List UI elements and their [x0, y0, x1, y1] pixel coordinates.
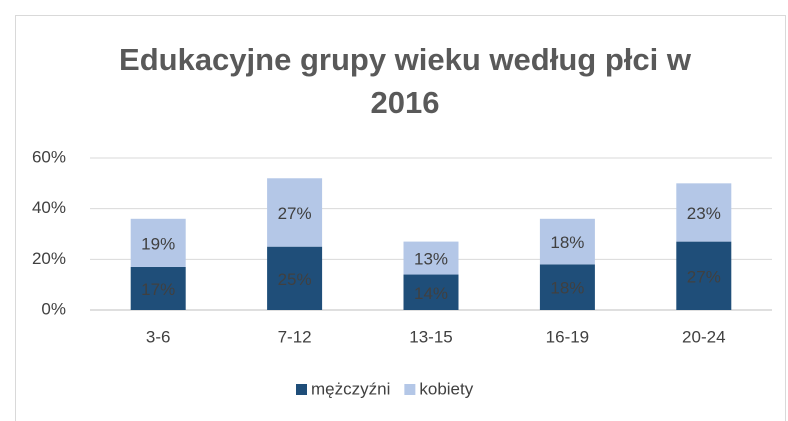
bar-segment	[403, 241, 459, 275]
bar-segment	[267, 246, 323, 310]
bar-segment	[676, 241, 732, 310]
y-tick-label: 40%	[32, 198, 66, 217]
data-label: 13%	[414, 250, 448, 269]
y-tick-label: 0%	[41, 299, 66, 318]
data-label: 18%	[550, 233, 584, 252]
bar-segment	[539, 218, 595, 265]
chart-title: Edukacyjne grupy wieku według płci w 201…	[119, 42, 691, 120]
data-label: 23%	[687, 204, 721, 223]
x-tick-label: 16-19	[546, 327, 589, 346]
data-label: 25%	[278, 270, 312, 289]
data-label: 19%	[141, 234, 175, 253]
chart-border	[15, 15, 786, 421]
bar-segment	[676, 183, 732, 242]
bar-segment	[130, 218, 186, 267]
y-tick-label: 60%	[32, 147, 66, 166]
bar-segment	[267, 178, 323, 247]
data-label: 27%	[687, 267, 721, 286]
legend-swatch	[404, 384, 416, 395]
bar-segment	[539, 264, 595, 310]
x-tick-label: 7-12	[278, 327, 312, 346]
x-tick-label: 13-15	[409, 327, 452, 346]
legend-label: kobiety	[419, 379, 473, 398]
data-label: 14%	[414, 284, 448, 303]
x-tick-label: 3-6	[146, 327, 171, 346]
data-label: 18%	[550, 279, 584, 298]
bar-segment	[403, 274, 459, 310]
data-label: 27%	[278, 204, 312, 223]
legend-label: mężczyźni	[311, 379, 390, 398]
bar-segment	[130, 266, 186, 310]
legend-swatch	[296, 384, 307, 395]
x-tick-label: 20-24	[682, 327, 725, 346]
y-tick-label: 20%	[32, 249, 66, 268]
data-label: 17%	[141, 280, 175, 299]
